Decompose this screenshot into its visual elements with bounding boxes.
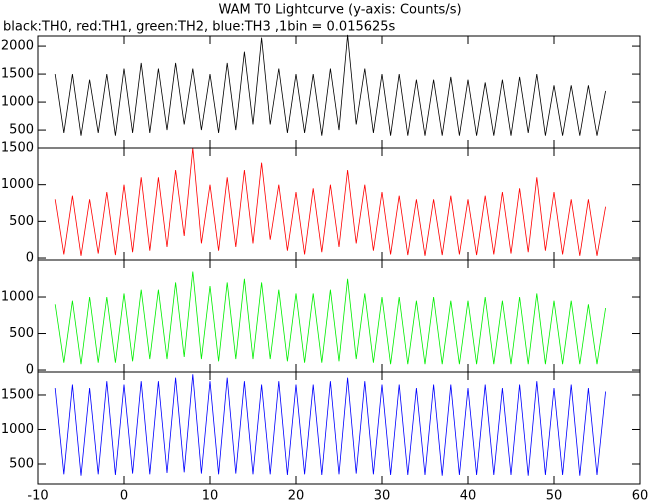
x-tick-label: 60 xyxy=(632,489,649,504)
y-tick-label: 1500 xyxy=(1,67,34,82)
lightcurve xyxy=(54,34,606,136)
panel-frame xyxy=(37,259,641,373)
y-tick-label: 1500 xyxy=(1,141,34,156)
chart-title: WAM T0 Lightcurve (y-axis: Counts/s) xyxy=(218,3,461,18)
x-tick-label: 10 xyxy=(202,489,219,504)
x-tick-label: 20 xyxy=(288,489,305,504)
y-tick-label: 2000 xyxy=(1,39,34,54)
x-tick-label: -10 xyxy=(27,489,48,504)
chart-subtitle: black:TH0, red:TH1, green:TH2, blue:TH3 … xyxy=(3,20,396,35)
lightcurve xyxy=(54,374,606,476)
panel-frame xyxy=(37,371,641,485)
y-tick-label: 500 xyxy=(9,214,34,229)
y-tick-label: 500 xyxy=(9,456,34,471)
x-tick-label: 30 xyxy=(374,489,391,504)
y-tick-label: 0 xyxy=(26,251,34,266)
y-tick-label: 500 xyxy=(9,326,34,341)
x-tick-label: 50 xyxy=(546,489,563,504)
panel-frame xyxy=(37,147,641,261)
y-tick-label: 1000 xyxy=(1,422,34,437)
x-tick-label: 40 xyxy=(460,489,477,504)
lightcurve xyxy=(54,147,606,256)
y-tick-label: 0 xyxy=(26,363,34,378)
x-tick-label: 0 xyxy=(120,489,128,504)
y-tick-label: 1000 xyxy=(1,95,34,110)
y-tick-label: 1500 xyxy=(1,387,34,402)
y-tick-label: 1000 xyxy=(1,177,34,192)
y-tick-label: 500 xyxy=(9,123,34,138)
lightcurve xyxy=(54,271,606,365)
y-tick-label: 1000 xyxy=(1,290,34,305)
panel-frame xyxy=(37,35,641,149)
